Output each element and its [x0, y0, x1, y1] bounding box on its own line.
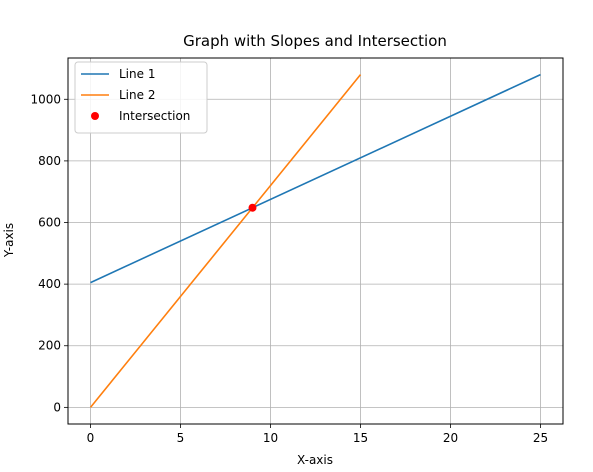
y-axis-ticks: 0 200 400 600 800 1000	[30, 92, 68, 414]
legend-box	[74, 61, 208, 134]
y-tick-label: 0	[53, 400, 61, 414]
series-line-1	[90, 73, 541, 284]
points-layer	[248, 203, 257, 212]
legend-label: Line 2	[119, 88, 155, 102]
x-tick-label: 15	[353, 431, 368, 445]
legend: Line 1 Line 2 Intersection	[74, 61, 208, 134]
plot-frame	[67, 57, 564, 425]
y-tick-label: 800	[38, 154, 61, 168]
x-tick-label: 25	[533, 431, 548, 445]
x-tick-label: 20	[443, 431, 458, 445]
x-axis-label: X-axis	[297, 453, 333, 467]
series-line-2	[89, 74, 362, 408]
x-tick-label: 5	[177, 431, 185, 445]
legend-label: Line 1	[119, 67, 155, 81]
y-tick-label: 600	[38, 216, 61, 230]
legend-point-swatch	[91, 112, 99, 120]
x-axis-ticks: 0 5 10 15 20 25	[87, 424, 548, 445]
y-tick-label: 400	[38, 277, 61, 291]
series-layer	[89, 73, 541, 408]
y-gridlines	[68, 98, 563, 408]
x-tick-label: 0	[87, 431, 95, 445]
x-tick-label: 10	[263, 431, 278, 445]
chart-title: Graph with Slopes and Intersection	[183, 32, 447, 50]
legend-label: Intersection	[119, 109, 190, 123]
y-axis-label: Y-axis	[2, 223, 16, 258]
y-tick-label: 1000	[30, 92, 61, 106]
y-tick-label: 200	[38, 339, 61, 353]
intersection-point	[248, 203, 257, 212]
